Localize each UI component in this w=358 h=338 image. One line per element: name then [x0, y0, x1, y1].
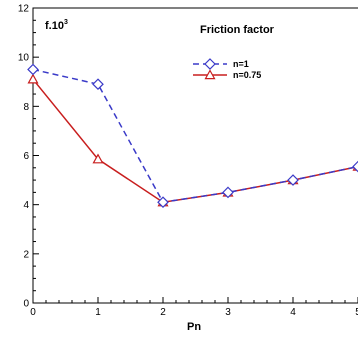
y-tick-label: 2 [23, 249, 29, 260]
y-tick-label: 8 [23, 102, 29, 113]
series-line-n=0.75 [32, 78, 358, 203]
y-axis-label-base: f.10 [45, 20, 64, 32]
y-axis-label-exponent: 3 [64, 19, 68, 26]
legend-marker-n=1 [204, 58, 216, 70]
data-point-n=1 [287, 174, 299, 186]
data-point-n=1 [27, 63, 39, 76]
x-axis-label: Pn [187, 321, 201, 333]
legend: n=1n=0.75 [193, 58, 261, 80]
y-tick-label: 0 [23, 299, 29, 310]
legend-label: n=1 [233, 59, 249, 69]
plot-frame [32, 7, 358, 304]
data-point-n=0.75 [92, 153, 104, 164]
series-line-n=1 [32, 68, 358, 204]
data-point-n=0.75 [27, 73, 39, 84]
series-group [27, 63, 358, 209]
x-tick-label: 0 [30, 307, 36, 318]
x-tick-label: 1 [95, 307, 101, 318]
y-axis-label: f.103 [45, 19, 68, 32]
data-point-n=1 [222, 186, 234, 199]
x-tick-label: 3 [225, 307, 231, 318]
x-tick-label: 2 [160, 307, 166, 318]
data-point-n=1 [352, 160, 358, 173]
y-tick-label: 10 [18, 53, 30, 64]
legend-marker-n=0.75 [204, 69, 216, 80]
x-tick-label: 5 [355, 307, 358, 318]
y-tick-label: 12 [18, 4, 30, 15]
legend-label: n=0.75 [233, 70, 261, 80]
y-tick-label: 6 [23, 151, 29, 162]
x-tick-label: 4 [290, 307, 296, 318]
data-point-n=1 [157, 196, 169, 209]
y-tick-label: 4 [23, 200, 29, 211]
axes: 024681012012345 [18, 4, 358, 318]
chart-title: Friction factor [200, 24, 275, 36]
data-point-n=1 [92, 78, 104, 91]
